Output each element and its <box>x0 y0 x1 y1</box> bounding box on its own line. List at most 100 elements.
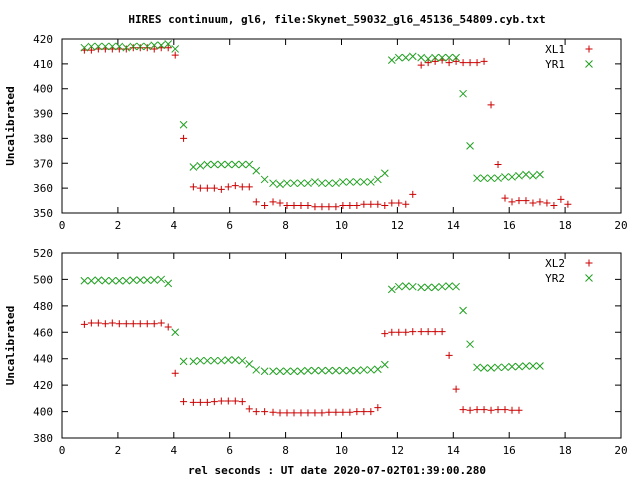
data-point <box>189 183 197 191</box>
x-tick-label: 4 <box>170 444 177 457</box>
data-point <box>311 409 319 417</box>
data-point <box>171 369 179 377</box>
data-point <box>189 163 198 171</box>
data-point <box>179 120 188 129</box>
data-point <box>129 42 138 51</box>
y-tick-label: 420 <box>33 33 53 46</box>
data-point <box>101 42 110 51</box>
data-point <box>224 356 233 364</box>
data-point <box>180 398 188 406</box>
data-point <box>122 45 130 53</box>
data-point <box>402 328 410 336</box>
data-point <box>339 366 347 375</box>
data-point <box>87 319 95 327</box>
data-point <box>494 363 502 372</box>
data-point <box>508 173 516 181</box>
data-point <box>231 160 240 169</box>
data-point <box>325 179 333 188</box>
data-point <box>381 202 389 210</box>
data-point <box>417 328 425 336</box>
data-point <box>283 179 291 188</box>
data-point <box>122 276 131 285</box>
data-point <box>318 179 326 188</box>
data-point <box>550 202 558 210</box>
data-point <box>290 202 298 210</box>
data-point <box>276 409 284 417</box>
x-tick-label: 20 <box>614 219 627 232</box>
data-point <box>543 199 551 207</box>
data-point <box>445 282 453 290</box>
data-point <box>269 367 277 376</box>
data-point <box>122 320 130 328</box>
data-point <box>238 356 247 365</box>
data-point <box>508 198 516 206</box>
legend-label: XL1 <box>545 43 565 56</box>
data-point <box>480 57 488 65</box>
data-point <box>501 406 509 414</box>
data-point <box>311 366 319 375</box>
data-point <box>143 320 151 328</box>
data-point <box>445 53 453 62</box>
x-tick-label: 0 <box>59 444 66 457</box>
y-tick-label: 460 <box>33 326 53 339</box>
data-point <box>283 367 291 376</box>
data-point <box>380 360 389 369</box>
data-point <box>261 408 269 416</box>
data-point <box>157 319 165 327</box>
data-point <box>431 283 439 292</box>
y-tick-label: 350 <box>33 207 53 220</box>
x-tick-label: 16 <box>503 219 516 232</box>
data-point <box>431 328 439 336</box>
data-point <box>452 57 460 65</box>
data-point <box>557 195 565 203</box>
legend-marker <box>585 45 593 53</box>
data-point <box>245 183 253 191</box>
data-point <box>332 203 340 211</box>
data-point <box>480 406 488 414</box>
x-tick-label: 8 <box>282 444 289 457</box>
data-point <box>252 408 260 416</box>
x-tick-label: 2 <box>115 444 122 457</box>
data-point <box>395 199 403 207</box>
data-point <box>381 330 389 338</box>
data-point <box>318 409 326 417</box>
legend-label: YR1 <box>545 58 565 71</box>
plot-frame <box>61 38 622 214</box>
data-point <box>171 51 179 59</box>
data-point <box>318 203 326 211</box>
data-point <box>515 197 523 205</box>
y-tick-label: 370 <box>33 157 53 170</box>
data-point <box>424 55 432 63</box>
data-point <box>290 409 298 417</box>
data-point <box>136 42 145 51</box>
data-point <box>80 276 89 285</box>
data-point <box>283 202 291 210</box>
data-point <box>203 356 212 365</box>
data-point <box>473 363 481 372</box>
data-point <box>445 59 453 67</box>
data-point <box>494 161 502 169</box>
data-point <box>94 319 102 327</box>
data-point <box>325 408 333 416</box>
data-point <box>311 178 319 186</box>
x-tick-label: 20 <box>614 444 627 457</box>
x-tick-label: 12 <box>391 219 404 232</box>
data-point <box>311 203 319 211</box>
data-point <box>224 183 232 191</box>
data-point <box>179 357 188 366</box>
data-point <box>522 197 530 205</box>
data-point <box>417 61 425 69</box>
data-point <box>487 364 495 372</box>
data-point <box>401 282 410 290</box>
y-tick-label: 400 <box>33 83 53 96</box>
data-point <box>501 173 509 181</box>
data-point <box>164 40 173 48</box>
plot-frame <box>61 252 622 439</box>
data-point <box>466 340 474 349</box>
data-point <box>231 356 240 364</box>
legend-marker <box>585 274 593 282</box>
data-point <box>269 198 277 206</box>
legend-label: YR2 <box>545 272 565 285</box>
data-point <box>290 367 298 376</box>
data-point <box>431 53 439 62</box>
